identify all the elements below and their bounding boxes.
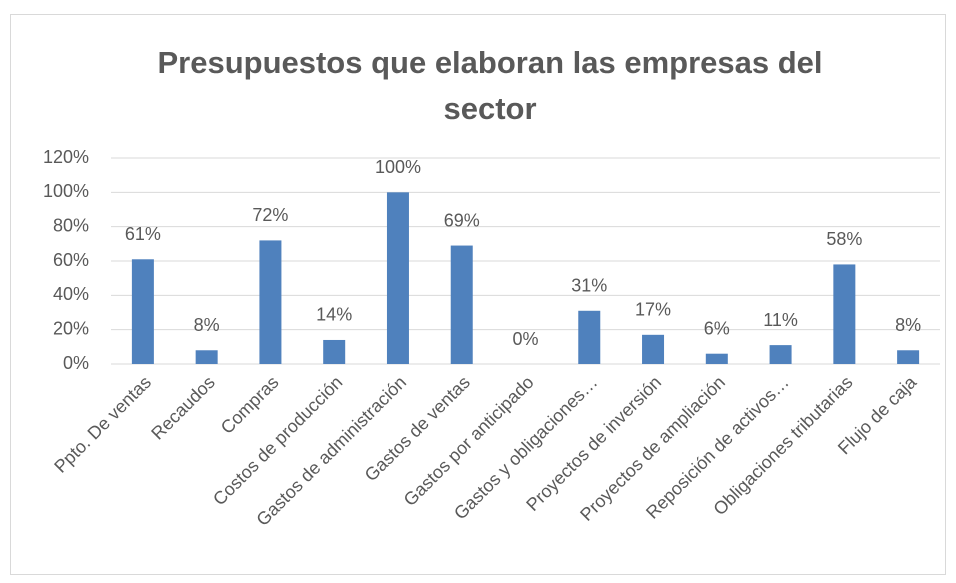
y-tick-label: 60%: [53, 250, 89, 270]
y-tick-label: 40%: [53, 284, 89, 304]
bar: [578, 310, 601, 364]
data-label: 11%: [763, 310, 798, 330]
x-tick-label: Costos de producción: [209, 372, 346, 509]
bar: [769, 345, 792, 364]
data-label: 17%: [635, 300, 671, 320]
data-label: 6%: [704, 318, 730, 338]
y-tick-label: 0%: [63, 353, 89, 373]
data-label: 58%: [826, 229, 862, 249]
chart-title: Presupuestos que elaboran las empresas d…: [157, 45, 823, 126]
data-label: 100%: [375, 157, 421, 177]
data-label: 69%: [444, 210, 480, 230]
data-label: 0%: [512, 329, 538, 349]
bar: [705, 353, 728, 364]
y-tick-label: 80%: [53, 215, 89, 235]
bar: [195, 350, 218, 364]
data-label: 31%: [571, 276, 607, 296]
x-tick-label: Recaudos: [147, 372, 218, 443]
y-tick-label: 100%: [43, 181, 89, 201]
bar: [323, 339, 346, 364]
data-label: 14%: [316, 305, 352, 325]
bar: [897, 350, 920, 364]
data-label: 8%: [895, 315, 921, 335]
data-label: 8%: [194, 315, 220, 335]
chart-frame: [10, 14, 946, 575]
y-tick-label: 20%: [53, 318, 89, 338]
x-tick-label: Compras: [217, 372, 283, 438]
bar: [386, 192, 409, 364]
bar: [131, 259, 154, 364]
x-tick-label: Ppto. De ventas: [50, 372, 155, 477]
bar: [833, 264, 856, 364]
bar: [259, 240, 282, 364]
bar: [450, 245, 473, 364]
y-tick-label: 120%: [43, 147, 89, 167]
data-label: 72%: [252, 205, 288, 225]
bar: [642, 334, 665, 364]
data-label: 61%: [125, 224, 161, 244]
